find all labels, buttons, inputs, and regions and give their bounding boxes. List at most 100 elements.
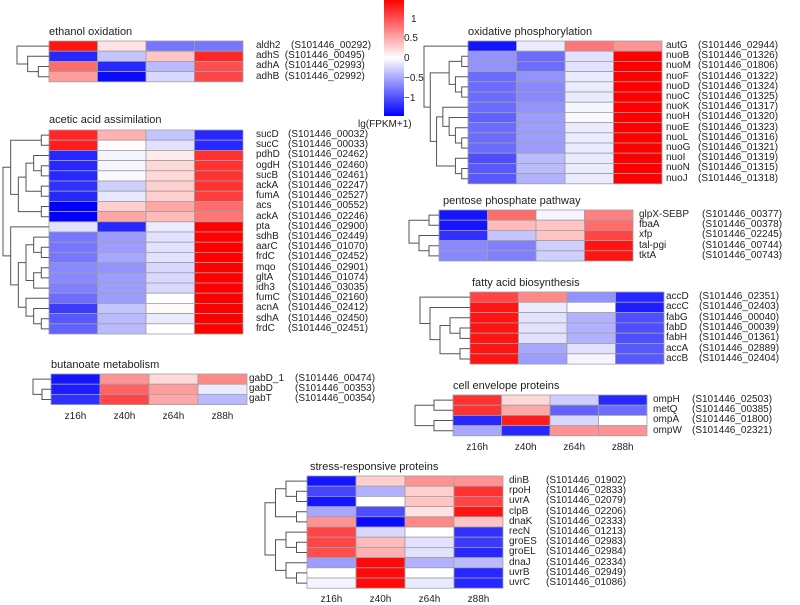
gene-name: fumA [256, 190, 280, 202]
gene-id: (S101446_02333) [546, 515, 627, 527]
gene-name: gabT [249, 393, 272, 405]
colorbar-tick: −0.5 [404, 73, 424, 84]
gene-id: (S101446_02461) [288, 169, 369, 181]
row-label: acs [256, 201, 272, 211]
gene-id: (S101446_00474) [295, 373, 376, 384]
gene-id: (S101446_02247) [288, 180, 369, 191]
gene-id: (S101446_02403) [699, 301, 780, 313]
row-label: fumA [256, 191, 279, 201]
gene-name: acs [256, 200, 272, 212]
row-label: nuoG [666, 143, 690, 153]
gene-id: (S101446_00039) [699, 321, 780, 333]
gene-id: (S101446_01070) [288, 241, 369, 253]
row-label: groES [509, 537, 537, 547]
row-label: ackA [256, 211, 278, 222]
gene-id: (S101446_01323) [698, 121, 779, 133]
heatmap-cell [197, 393, 248, 405]
row-label: acnA [256, 303, 279, 313]
panel-title: acetic acid assimilation [49, 114, 162, 126]
heatmap-cell [613, 173, 663, 185]
row-label: sucB [256, 170, 278, 181]
row-label: nuoM [666, 61, 691, 71]
heatmap-cell [615, 353, 665, 365]
gene-name: groES [509, 536, 537, 548]
heatmap-cell [306, 485, 357, 497]
gene-id: (S101446_00385) [692, 404, 773, 416]
row-label: pdhD [256, 150, 280, 160]
row-label: uvrB [509, 567, 530, 578]
heatmap-cell [355, 577, 406, 589]
heatmap-cell [404, 526, 455, 538]
dendrogram-branch [296, 511, 307, 523]
row-label: nuoL [666, 131, 689, 143]
gene-id: (S101446_01213) [546, 526, 627, 537]
heatmap-cell [306, 557, 357, 569]
heatmap-cell [453, 475, 504, 487]
gene-name: ompA [653, 414, 680, 426]
heatmap-cell [453, 495, 504, 507]
dendrogram-branch [264, 502, 276, 556]
heatmap-cell [194, 71, 244, 83]
gene-id: (S101446_02245) [702, 229, 783, 241]
heatmap-cell [306, 536, 357, 548]
row-label: ompH [653, 395, 680, 405]
gene-id: (S101446_02079) [546, 495, 627, 507]
gene-id: (S101446_00495) [284, 50, 365, 62]
row-label: tal-pgi [639, 240, 666, 251]
row-label: sucD [256, 130, 279, 140]
gene-name: mqo [256, 261, 276, 273]
gene-id: (S101446_02450) [288, 312, 369, 324]
gene-id: (S101446_02503) [692, 394, 773, 405]
colorbar-gradient [384, 0, 404, 116]
gene-id: (S101446_01315) [698, 162, 779, 174]
row-label: glpX-SEBP [639, 210, 689, 220]
dendrogram-branch [408, 219, 429, 244]
gene-id: (S101446_00354) [295, 393, 376, 405]
dendrogram-branch [27, 55, 49, 73]
row-label: nuoH [666, 112, 690, 122]
heatmap-cell [355, 567, 406, 579]
gene-id: (S101446_02462) [288, 149, 369, 161]
row-label: nuoI [666, 153, 685, 163]
dendrogram-branch [32, 378, 51, 395]
row-label: nuoE [666, 122, 689, 133]
gene-id: (S101446_01319) [698, 152, 779, 164]
row-label: accC [666, 302, 689, 312]
row-label: fabG [666, 312, 688, 323]
gene-name: acnA [256, 302, 279, 314]
row-label: metQ [653, 405, 677, 415]
row-label: nuoC [666, 92, 690, 102]
gene-name: frdC [256, 251, 275, 263]
gene-name: aldh2 [256, 40, 281, 51]
row-label: sdhB [256, 232, 279, 242]
gene-name: nuoM [666, 60, 692, 72]
gene-id: (S101446_01321) [698, 142, 779, 153]
gene-name: adhB [256, 70, 280, 82]
column-label: z16h [466, 441, 489, 453]
gene-name: nuoL [666, 131, 689, 143]
gene-name: adhS [256, 50, 280, 62]
heatmap-cell [453, 526, 504, 538]
dendrogram-branch [454, 76, 468, 93]
gene-id: (S101446_02449) [288, 231, 369, 242]
row-label: nuoJ [666, 173, 688, 184]
row-label: gabD [249, 384, 273, 394]
heatmap-cell [355, 506, 406, 518]
heatmap-cell [306, 526, 357, 538]
gene-name: uvrA [509, 495, 530, 507]
gene-id: (S101446_02404) [699, 352, 780, 364]
row-label: pta [256, 221, 270, 232]
heatmap-cell [404, 547, 455, 559]
heatmap-cell [355, 516, 406, 528]
heatmap-cell [453, 547, 504, 559]
heatmap-cell [355, 475, 406, 487]
row-label: idh3 [256, 283, 275, 293]
dendrogram-branch [275, 539, 286, 571]
row-label: ompA [653, 415, 679, 425]
gene-name: clpB [509, 505, 529, 517]
gene-name: tktA [639, 249, 657, 261]
gene-id: (S101446_02833) [546, 485, 627, 497]
gene-name: ackA [256, 180, 279, 191]
